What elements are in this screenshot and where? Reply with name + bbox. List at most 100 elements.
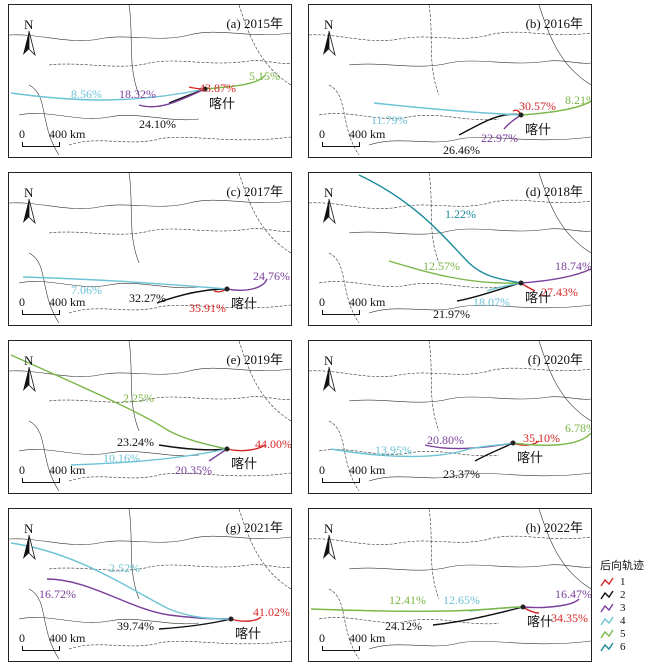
trajectory-2-percent: 24.10% [139,117,176,131]
country-border [318,113,500,121]
country-border [348,60,591,67]
trajectory-5-percent: 2.25% [123,391,154,405]
scale-zero: 0 [19,631,25,645]
country-border [538,173,591,254]
scale-bar: 0 400 km [319,631,389,653]
trajectory-6-percent: 1.22% [445,207,476,221]
trajectory-4-percent: 11.79% [371,113,408,127]
city-label: 喀什 [525,291,552,306]
north-arrow-icon: N [321,353,341,393]
trajectory-1-percent: 27.43% [541,285,578,299]
legend-item-label: 2 [620,588,626,601]
country-border [309,535,591,545]
scale-zero: 0 [319,463,325,477]
trajectory-4-percent: 8.56% [71,87,102,101]
kashgar-marker [520,604,526,610]
scale-bar: 0 400 km [319,127,389,149]
country-border [318,449,500,457]
trajectory-4 [373,102,522,116]
legend-item-label: 1 [620,575,626,588]
country-border [238,173,291,254]
scale-distance: 400 km [349,631,386,645]
scale-bar: 0 400 km [319,295,389,317]
scale-distance: 400 km [49,127,86,141]
north-arrow-icon: N [321,185,341,225]
country-border [538,5,591,86]
north-label: N [24,353,34,368]
trajectory-4 [330,442,514,458]
city-label: 喀什 [231,457,258,472]
legend-item-label: 4 [620,614,626,627]
trajectory-5 [204,74,266,90]
city-label: 喀什 [235,627,262,642]
trajectory-3-percent: 18.74% [555,259,592,273]
trajectory-1-percent: 44.00% [255,437,292,451]
trajectory-5 [512,432,591,446]
trajectory-4-percent: 18.07% [473,295,510,309]
country-border [538,341,591,422]
legend-item: 3 [600,601,650,614]
scale-distance: 400 km [349,127,386,141]
trajectory-5-percent: 5.15% [249,69,280,83]
trajectory-line-icon [600,629,614,638]
country-border [428,5,440,96]
country-border [318,281,500,289]
trajectory-5-percent: 12.57% [423,259,460,273]
trajectory-3-percent: 20.35% [175,463,212,477]
trajectory-5-percent: 6.78% [565,421,591,435]
trajectory-3-percent: 16.72% [39,587,76,601]
trajectory-3 [522,598,580,609]
north-label: N [24,185,34,200]
north-arrow-icon: N [321,521,341,561]
panel-title: (b) 2016年 [525,16,583,31]
country-border [368,472,591,482]
legend-item: 6 [600,640,650,653]
trajectory-2 [158,618,232,630]
trajectory-4-percent: 7.06% [71,283,102,297]
country-border [9,31,291,41]
scale-bar: 0 400 km [19,463,89,485]
north-label: N [324,521,334,536]
map-panel-c: (c) 2017年 N 0 400 km 35.91% 32.27% 24.76% 7.06%… [8,172,292,326]
country-border [9,199,291,209]
map-panel-e: (e) 2019年 N 0 400 km 44.00% 23.24% 20.35% 10.16… [8,340,292,494]
trajectory-1-percent: 35.10% [523,431,560,445]
country-border [348,564,591,571]
country-border [128,5,140,96]
trajectory-5 [520,100,591,116]
trajectory-5-percent: 12.41% [389,593,426,607]
scale-line [322,478,360,483]
country-border [368,304,591,314]
trajectory-5 [10,354,228,450]
map-canvas [9,509,291,660]
trajectory-4-percent: 13.95% [375,443,412,457]
city-label: 喀什 [525,123,552,138]
legend-title: 后向轨迹 [600,559,644,572]
legend-item: 5 [600,627,650,640]
trajectory-3-percent: 24.76% [253,269,290,283]
country-border [538,509,591,590]
trajectory-line-icon [600,616,614,625]
country-border [238,509,291,590]
map-panel-a: (a) 2015年 N 0 400 km 43.87% 24.10% 18.32% 8.56%… [8,4,292,158]
trajectory-1-percent: 35.91% [189,301,226,315]
country-border [428,341,440,432]
kashgar-marker [224,446,230,452]
trajectory-4-percent: 10.16% [103,451,140,465]
trajectory-4-percent: 2.52% [109,561,140,575]
scale-zero: 0 [19,463,25,477]
city-label: 喀什 [527,615,554,630]
panel-title: (d) 2018年 [525,184,583,199]
north-arrow-icon: N [21,353,41,393]
scale-distance: 400 km [349,295,386,309]
panel-title: (f) 2020年 [527,352,583,367]
map-canvas [309,341,591,492]
trajectory-3 [520,268,591,284]
scale-line [322,646,360,651]
city-label: 喀什 [517,451,544,466]
country-border [238,341,291,422]
north-arrow-icon: N [21,185,41,225]
trajectory-3-percent: 16.47% [555,587,592,601]
north-arrow-icon: N [321,17,341,57]
country-border [309,367,591,377]
